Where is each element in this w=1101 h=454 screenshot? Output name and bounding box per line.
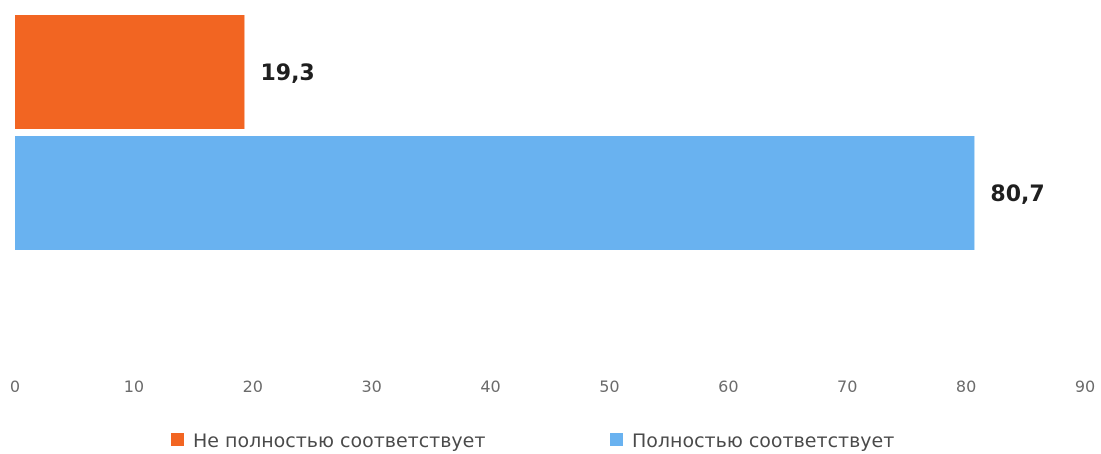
legend-swatch-fully-compliant bbox=[610, 433, 623, 446]
x-tick-label-20: 20 bbox=[243, 377, 263, 396]
x-tick-label-30: 30 bbox=[361, 377, 381, 396]
legend-label-fully-compliant: Полностью соответствует bbox=[632, 430, 894, 452]
x-tick-label-60: 60 bbox=[718, 377, 738, 396]
x-tick-label-10: 10 bbox=[124, 377, 144, 396]
x-axis: 0 10 20 30 40 50 60 70 80 90 bbox=[10, 377, 1095, 396]
x-tick-label-0: 0 bbox=[10, 377, 20, 396]
x-tick-label-40: 40 bbox=[480, 377, 500, 396]
value-label-fully-compliant: 80,7 bbox=[990, 182, 1044, 207]
value-labels-group: 19,3 80,7 bbox=[260, 61, 1044, 207]
x-tick-label-50: 50 bbox=[599, 377, 619, 396]
x-tick-label-70: 70 bbox=[837, 377, 857, 396]
bar-not-fully-compliant bbox=[15, 15, 245, 129]
x-tick-label-80: 80 bbox=[956, 377, 976, 396]
bar-fully-compliant bbox=[15, 136, 975, 250]
value-label-not-fully-compliant: 19,3 bbox=[260, 61, 314, 86]
legend: Не полностью соответствует Полностью соот… bbox=[171, 430, 894, 452]
bars-group bbox=[15, 15, 975, 250]
legend-swatch-not-fully-compliant bbox=[171, 433, 184, 446]
legend-label-not-fully-compliant: Не полностью соответствует bbox=[193, 430, 485, 452]
x-tick-label-90: 90 bbox=[1075, 377, 1095, 396]
